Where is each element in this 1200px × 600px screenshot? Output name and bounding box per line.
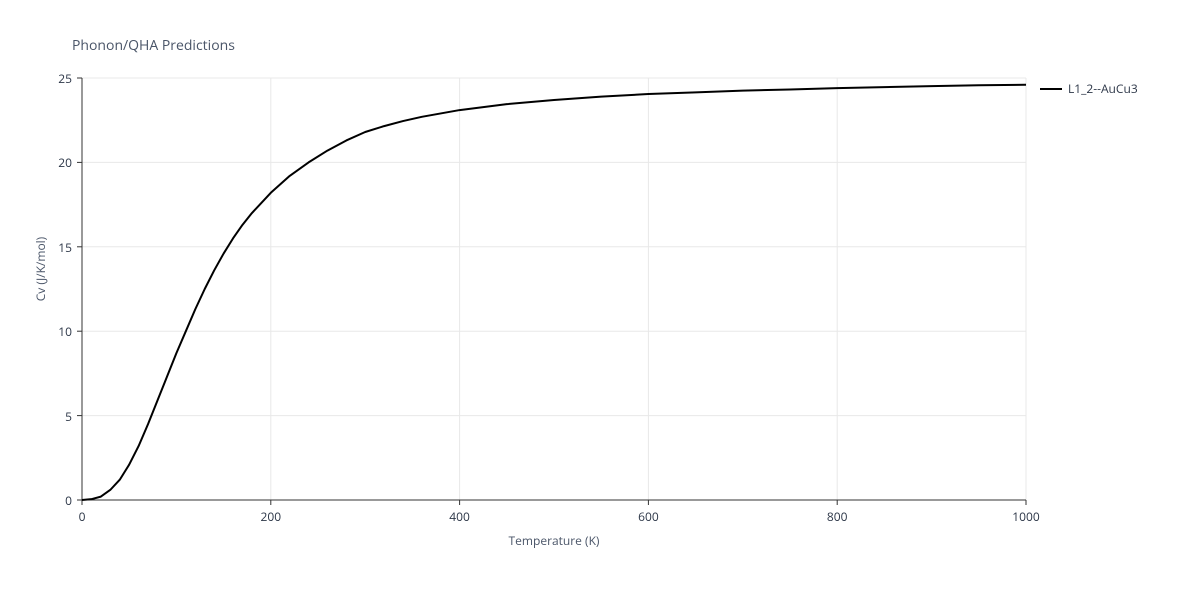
series-line[interactable] [82, 85, 1026, 500]
x-tick-label: 600 [628, 508, 668, 525]
y-tick-label: 0 [42, 492, 72, 509]
x-tick-label: 200 [251, 508, 291, 525]
legend-line-icon [1040, 88, 1062, 90]
y-tick-label: 25 [42, 70, 72, 87]
y-tick-label: 20 [42, 154, 72, 171]
legend: L1_2--AuCu3 [1040, 80, 1138, 97]
x-tick-label: 0 [62, 508, 102, 525]
x-tick-label: 1000 [1006, 508, 1046, 525]
x-tick-label: 800 [817, 508, 857, 525]
legend-label: L1_2--AuCu3 [1068, 80, 1138, 97]
chart-container: Phonon/QHA Predictions 02004006008001000… [0, 0, 1200, 600]
y-axis-label: Cv (J/K/mol) [32, 209, 49, 329]
x-tick-label: 400 [440, 508, 480, 525]
y-tick-label: 5 [42, 408, 72, 425]
x-axis-label: Temperature (K) [494, 532, 614, 549]
